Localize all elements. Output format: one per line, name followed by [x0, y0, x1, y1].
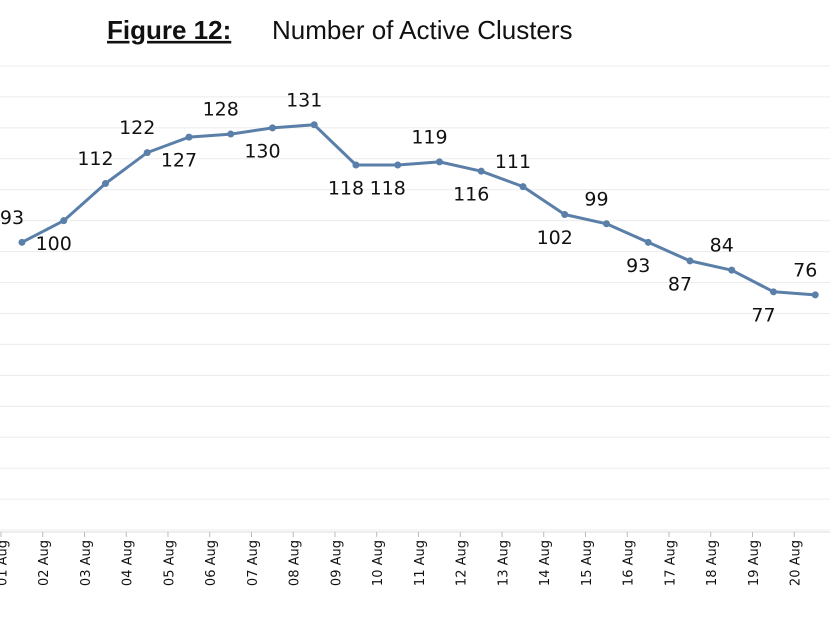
x-tick-label: 06 Aug: [204, 540, 219, 586]
chart-title: Number of Active Clusters: [272, 15, 573, 45]
point: [227, 130, 235, 138]
x-tick-label: 19 Aug: [747, 540, 762, 586]
data-label: 122: [119, 117, 155, 139]
data-label: 127: [161, 150, 197, 172]
x-tick-label: 08 Aug: [288, 540, 303, 586]
point: [310, 121, 318, 129]
data-label: 128: [203, 99, 239, 121]
data-label: 131: [286, 89, 322, 111]
data-label: 87: [668, 273, 692, 295]
x-tick-label: 05 Aug: [162, 540, 177, 586]
x-tick-label: 07 Aug: [246, 540, 261, 586]
point: [268, 124, 276, 132]
data-label: 84: [710, 235, 734, 257]
x-tick-label: 17 Aug: [663, 540, 678, 586]
point: [143, 149, 151, 157]
data-label: 118: [370, 177, 406, 199]
point: [435, 158, 443, 166]
data-label: 77: [751, 304, 775, 326]
data-label: 119: [411, 126, 447, 148]
x-tick-label: 16 Aug: [622, 540, 637, 586]
point: [352, 161, 360, 169]
data-label: 99: [584, 188, 608, 210]
x-tick-label: 20 Aug: [789, 540, 804, 586]
point: [728, 266, 736, 274]
x-tick-label: 09 Aug: [329, 540, 344, 586]
data-label: 130: [244, 140, 280, 162]
point: [18, 238, 26, 246]
point: [477, 167, 485, 175]
point: [561, 210, 569, 218]
point: [519, 183, 527, 191]
data-label: 93: [0, 207, 24, 229]
x-tick-label: 12 Aug: [455, 540, 470, 586]
data-label: 112: [77, 148, 113, 170]
x-tick-label: 11 Aug: [413, 540, 428, 586]
x-tick-label: 02 Aug: [37, 540, 52, 586]
point: [101, 180, 109, 188]
x-tick-label: 18 Aug: [705, 540, 720, 586]
point: [769, 288, 777, 296]
data-label: 116: [453, 184, 489, 206]
point: [185, 133, 193, 141]
point: [394, 161, 402, 169]
data-label: 118: [328, 177, 364, 199]
point: [602, 220, 610, 228]
data-label: 102: [537, 227, 573, 249]
x-tick-label: 13 Aug: [496, 540, 511, 586]
point: [60, 217, 68, 225]
x-tick-label: 10 Aug: [371, 540, 386, 586]
data-label: 93: [626, 255, 650, 277]
data-label: 100: [36, 233, 72, 255]
data-label: 111: [495, 151, 531, 173]
line: [21, 123, 816, 297]
point: [686, 257, 694, 265]
point: [811, 291, 819, 299]
x-tick-label: 03 Aug: [79, 540, 94, 586]
chart-title-label: Figure 12:: [107, 15, 231, 45]
x-tick-label: 01 Aug: [0, 540, 10, 586]
x-tick-label: 15 Aug: [580, 540, 595, 586]
x-tick-label: 14 Aug: [538, 540, 553, 586]
x-tick-label: 04 Aug: [121, 540, 136, 586]
point: [644, 238, 652, 246]
data-label: 76: [793, 259, 817, 281]
